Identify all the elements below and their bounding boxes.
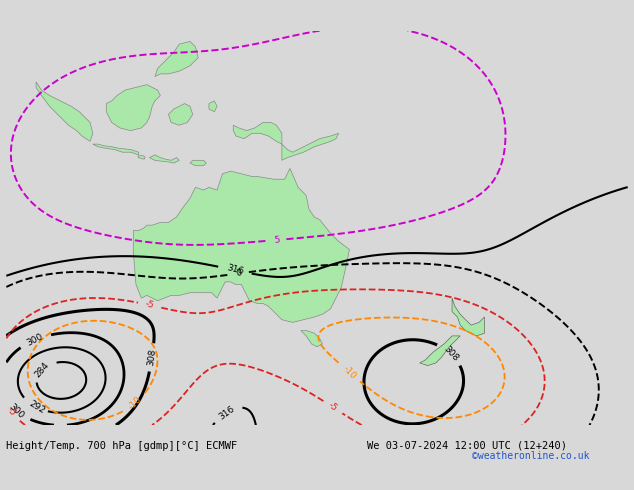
Polygon shape (190, 160, 206, 166)
Polygon shape (282, 133, 339, 160)
Polygon shape (133, 169, 349, 322)
Text: 284: 284 (33, 360, 51, 379)
Text: 292: 292 (27, 399, 46, 416)
Polygon shape (155, 42, 198, 76)
Polygon shape (107, 85, 160, 131)
Text: 300: 300 (7, 402, 26, 420)
Text: 308: 308 (441, 344, 460, 363)
Polygon shape (169, 103, 193, 125)
Polygon shape (452, 298, 484, 336)
Text: 316: 316 (217, 404, 236, 421)
Text: -10: -10 (127, 395, 143, 412)
Text: -5: -5 (4, 405, 17, 417)
Text: We 03-07-2024 12:00 UTC (12+240): We 03-07-2024 12:00 UTC (12+240) (366, 441, 567, 451)
Text: 308: 308 (146, 348, 157, 367)
Polygon shape (93, 144, 139, 155)
Text: 5: 5 (273, 235, 280, 245)
Text: -5: -5 (144, 299, 155, 311)
Polygon shape (36, 82, 93, 142)
Text: 0: 0 (235, 269, 243, 278)
Polygon shape (150, 155, 179, 163)
Polygon shape (209, 101, 217, 112)
Text: -10: -10 (341, 364, 358, 381)
Polygon shape (420, 336, 460, 366)
Polygon shape (138, 155, 145, 159)
Text: 300: 300 (25, 332, 44, 348)
Text: 316: 316 (226, 264, 244, 277)
Text: Height/Temp. 700 hPa [gdmp][°C] ECMWF: Height/Temp. 700 hPa [gdmp][°C] ECMWF (6, 441, 238, 451)
Text: ©weatheronline.co.uk: ©weatheronline.co.uk (472, 451, 590, 461)
Text: -5: -5 (327, 401, 339, 414)
Polygon shape (301, 330, 323, 347)
Polygon shape (233, 122, 282, 144)
